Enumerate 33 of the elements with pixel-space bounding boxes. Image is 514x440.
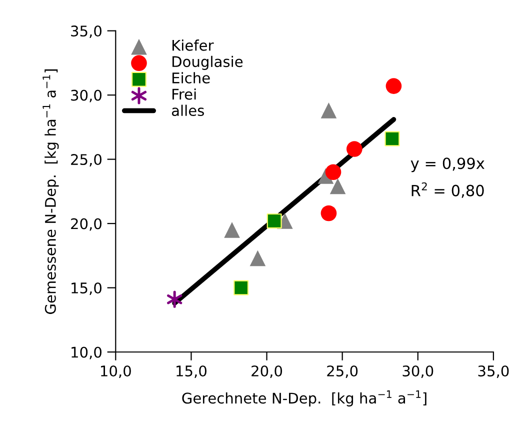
point bbox=[234, 280, 249, 296]
y-tick-label: 30,0 bbox=[71, 90, 102, 102]
y-tick-label: 15,0 bbox=[72, 282, 102, 295]
x-tick-label: 20,0 bbox=[252, 365, 282, 378]
y-axis-title: Gemessene N-Dep. [kg ha$^{−1}$ a$^{−1}$] bbox=[42, 69, 59, 314]
point bbox=[320, 102, 337, 118]
y-tick-label: 10,0 bbox=[72, 346, 102, 360]
point bbox=[320, 205, 337, 222]
legend-label: alles bbox=[172, 104, 204, 116]
x-tick-label: 10,0 bbox=[101, 365, 131, 378]
y-tick-label: 20,0 bbox=[71, 218, 102, 231]
point bbox=[386, 78, 402, 94]
annotation: R$^{2}$ = 0,80 bbox=[412, 182, 484, 198]
y-tick-label: 35,0 bbox=[71, 26, 102, 38]
x-tick-label: 25,0 bbox=[327, 365, 358, 378]
x-axis-title: Gerechnete N-Dep. [kg ha$^{−1}$ a$^{−1}$] bbox=[182, 390, 426, 406]
y-tick-label: 25,0 bbox=[71, 154, 102, 167]
x-tick-label: 35,0 bbox=[478, 365, 509, 378]
point bbox=[250, 250, 266, 266]
point bbox=[167, 290, 182, 308]
x-tick-label: 30,0 bbox=[402, 365, 434, 378]
legend-label: Kiefer bbox=[172, 40, 214, 51]
legend-label: Douglasie bbox=[172, 56, 243, 70]
point bbox=[266, 213, 282, 228]
point bbox=[224, 222, 240, 238]
point bbox=[330, 178, 346, 194]
annotation: y = 0,99x bbox=[410, 158, 484, 172]
point bbox=[325, 164, 342, 180]
x-tick-label: 15,0 bbox=[176, 365, 206, 378]
point bbox=[346, 141, 362, 157]
legend-label: Eiche bbox=[172, 72, 210, 84]
point bbox=[384, 131, 400, 146]
legend-label: Frei bbox=[172, 88, 196, 100]
